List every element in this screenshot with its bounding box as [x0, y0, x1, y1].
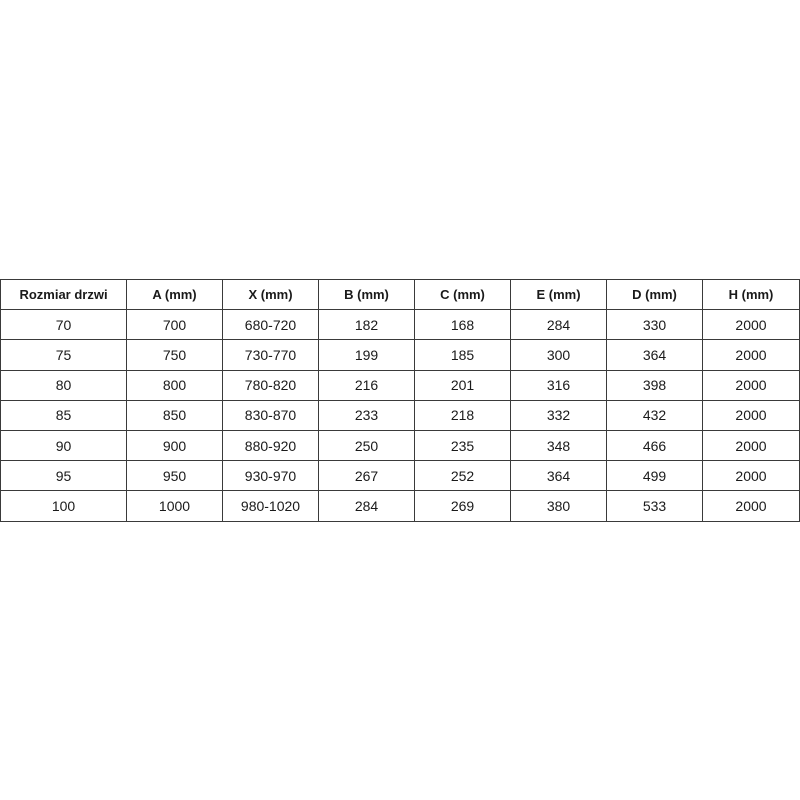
column-header: B (mm)	[318, 278, 415, 311]
table-cell: 2000	[702, 460, 800, 492]
table-cell: 364	[606, 339, 703, 371]
table-cell: 85	[0, 399, 127, 431]
table-cell: 316	[510, 369, 607, 401]
table-cell: 267	[318, 460, 415, 492]
column-header: C (mm)	[414, 278, 511, 311]
table-cell: 432	[606, 399, 703, 431]
table-cell: 75	[0, 339, 127, 371]
table-cell: 199	[318, 339, 415, 371]
table-cell: 680-720	[222, 309, 319, 341]
table-row: 75 750 730-770 199 185 300 364 2000	[0, 339, 800, 371]
table-cell: 780-820	[222, 369, 319, 401]
table-cell: 201	[414, 369, 511, 401]
column-header: E (mm)	[510, 278, 607, 311]
table-row: 80 800 780-820 216 201 316 398 2000	[0, 369, 800, 401]
table-cell: 2000	[702, 490, 800, 522]
table-cell: 70	[0, 309, 127, 341]
table-cell: 364	[510, 460, 607, 492]
header-row: Rozmiar drzwi A (mm) X (mm) B (mm) C (mm) E (…	[0, 278, 800, 311]
table-row: 95 950 930-970 267 252 364 499 2000	[0, 460, 800, 492]
table-cell: 284	[318, 490, 415, 522]
table-cell: 269	[414, 490, 511, 522]
table-cell: 750	[126, 339, 223, 371]
dimensions-table: Rozmiar drzwi A (mm) X (mm) B (mm) C (mm) E (…	[0, 278, 800, 522]
column-header: Rozmiar drzwi	[0, 278, 127, 311]
table-cell: 700	[126, 309, 223, 341]
table-row: 100 1000 980-1020 284 269 380 533 2000	[0, 490, 800, 522]
table-cell: 880-920	[222, 429, 319, 462]
table-cell: 168	[414, 309, 511, 341]
table-cell: 332	[510, 399, 607, 431]
table-cell: 1000	[126, 490, 223, 522]
table-cell: 499	[606, 460, 703, 492]
table-cell: 830-870	[222, 399, 319, 431]
table-cell: 185	[414, 339, 511, 371]
table-cell: 250	[318, 429, 415, 462]
table-cell: 730-770	[222, 339, 319, 371]
table-cell: 233	[318, 399, 415, 431]
table-cell: 2000	[702, 399, 800, 431]
table-cell: 300	[510, 339, 607, 371]
column-header: X (mm)	[222, 278, 319, 311]
table-cell: 398	[606, 369, 703, 401]
table-cell: 216	[318, 369, 415, 401]
table-cell: 980-1020	[222, 490, 319, 522]
table-cell: 2000	[702, 429, 800, 462]
table-cell: 235	[414, 429, 511, 462]
table-cell: 95	[0, 460, 127, 492]
table-cell: 330	[606, 309, 703, 341]
table-cell: 100	[0, 490, 127, 522]
table-cell: 850	[126, 399, 223, 431]
table-cell: 533	[606, 490, 703, 522]
table-cell: 800	[126, 369, 223, 401]
column-header: A (mm)	[126, 278, 223, 311]
table-cell: 950	[126, 460, 223, 492]
table-cell: 90	[0, 429, 127, 462]
table-cell: 930-970	[222, 460, 319, 492]
table-row: 85 850 830-870 233 218 332 432 2000	[0, 399, 800, 431]
column-header: H (mm)	[702, 278, 800, 311]
table-cell: 2000	[702, 369, 800, 401]
table-row: 70 700 680-720 182 168 284 330 2000	[0, 309, 800, 341]
table-cell: 80	[0, 369, 127, 401]
column-header: D (mm)	[606, 278, 703, 311]
table-cell: 284	[510, 309, 607, 341]
table-cell: 182	[318, 309, 415, 341]
table-row: 90 900 880-920 250 235 348 466 2000	[0, 429, 800, 462]
table-cell: 218	[414, 399, 511, 431]
table-cell: 2000	[702, 339, 800, 371]
table-cell: 466	[606, 429, 703, 462]
table-cell: 348	[510, 429, 607, 462]
table-cell: 380	[510, 490, 607, 522]
table-cell: 900	[126, 429, 223, 462]
table-cell: 252	[414, 460, 511, 492]
table-cell: 2000	[702, 309, 800, 341]
